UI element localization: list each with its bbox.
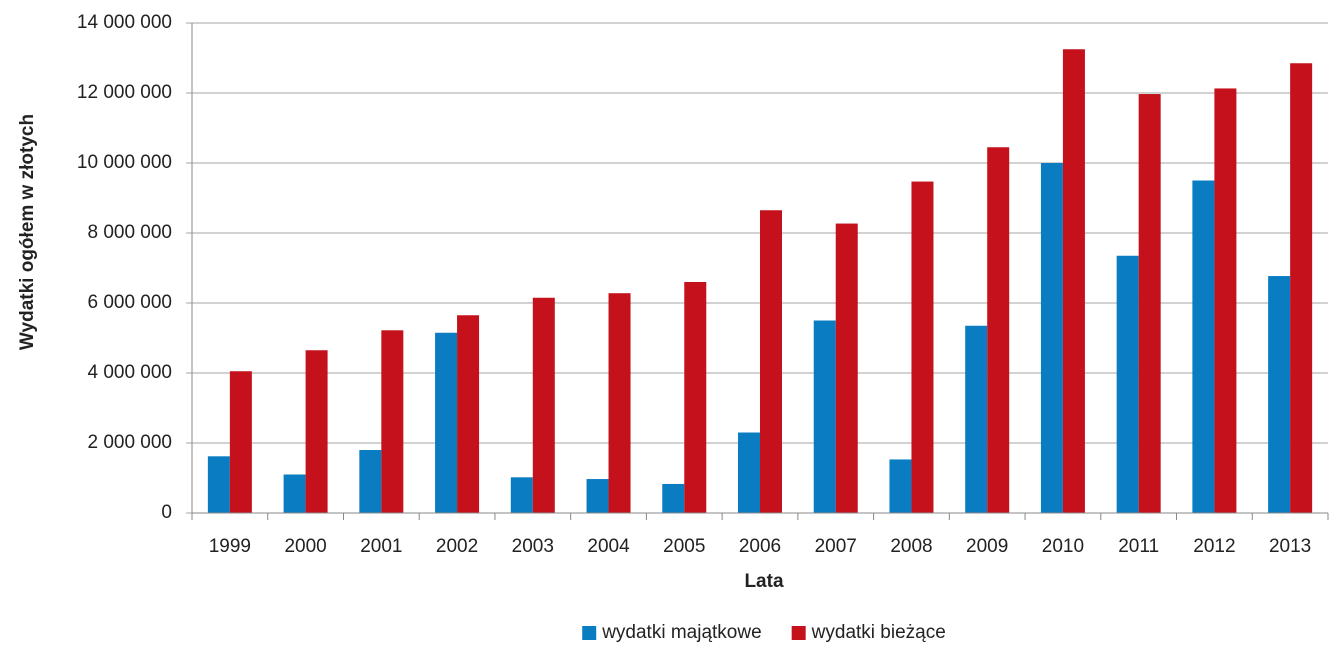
bar (813, 320, 836, 513)
y-tick-label: 10 000 000 (77, 152, 172, 173)
x-tick-label: 2007 (815, 536, 857, 557)
x-tick-label: 2012 (1193, 536, 1235, 557)
y-tick-label: 12 000 000 (77, 82, 172, 103)
bar (1214, 88, 1237, 513)
bar (510, 477, 533, 513)
bar (911, 181, 934, 514)
legend-label: wydatki majątkowe (601, 622, 761, 643)
bar (738, 432, 760, 513)
bar (1040, 163, 1063, 513)
legend-swatch (582, 626, 597, 640)
y-tick-label: 14 000 000 (77, 12, 172, 33)
bar (532, 297, 555, 513)
y-tick-label: 4 000 000 (87, 362, 172, 383)
x-tick-label: 2003 (512, 536, 554, 557)
x-tick-label: 2004 (587, 536, 630, 557)
x-tick-label: 2006 (739, 536, 781, 557)
x-axis-label: Lata (744, 571, 784, 592)
bar (586, 479, 609, 513)
bar (1268, 276, 1291, 513)
bar (305, 350, 328, 513)
bar (965, 325, 988, 513)
bar (207, 456, 230, 513)
x-tick-label: 1999 (209, 536, 251, 557)
bar (359, 450, 382, 513)
bar (608, 293, 631, 513)
bar (1062, 49, 1085, 513)
bar (684, 282, 707, 513)
x-tick-label: 2009 (966, 536, 1008, 557)
x-tick-label: 2000 (284, 536, 326, 557)
y-tick-label: 2 000 000 (87, 432, 172, 453)
y-axis-label: Wydatki ogółem w złotych (17, 114, 38, 350)
bar (835, 223, 858, 514)
bar (283, 474, 306, 513)
x-tick-label: 2005 (663, 536, 705, 557)
y-tick-label: 6 000 000 (87, 292, 172, 313)
bar (1192, 180, 1215, 513)
x-tick-label: 2013 (1269, 536, 1311, 557)
bar (760, 210, 782, 513)
x-tick-label: 2011 (1118, 536, 1159, 557)
bar (229, 371, 252, 513)
y-tick-label: 0 (161, 502, 172, 523)
bar (1290, 63, 1313, 513)
bar (1138, 94, 1161, 514)
bar (987, 147, 1010, 513)
bar (457, 315, 480, 513)
legend-label: wydatki bieżące (811, 622, 946, 643)
x-tick-label: 2010 (1042, 536, 1084, 557)
x-tick-label: 2002 (436, 536, 478, 557)
bar (889, 459, 912, 513)
legend-swatch (791, 626, 806, 640)
bar (435, 332, 458, 513)
y-tick-label: 8 000 000 (87, 222, 172, 243)
bar (662, 483, 685, 513)
x-tick-label: 2001 (360, 536, 402, 557)
x-tick-label: 2008 (890, 536, 932, 557)
bar (381, 330, 404, 513)
bar (1116, 255, 1139, 513)
